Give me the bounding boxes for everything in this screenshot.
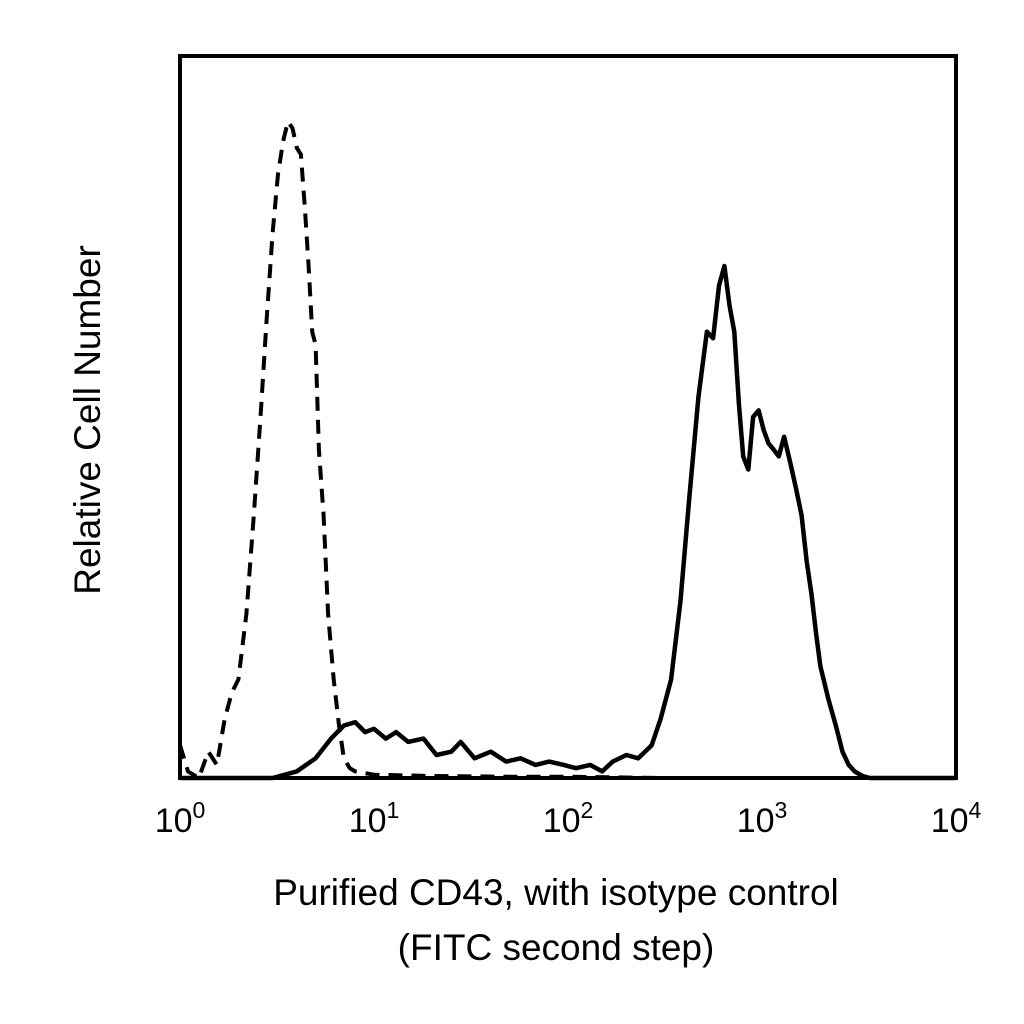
isotype-control-histogram (178, 119, 956, 780)
x-axis-label-line-1: Purified CD43, with isotype control (273, 872, 839, 913)
y-axis-label: Relative Cell Number (67, 245, 108, 595)
x-tick-label: 103 (737, 797, 788, 840)
plot-frame (178, 54, 958, 780)
x-axis-tick-labels: 100 101 102 103 104 (155, 797, 982, 840)
x-tick-label: 104 (931, 797, 982, 840)
x-tick-label: 101 (349, 797, 400, 840)
x-tick-label: 102 (543, 797, 594, 840)
series-layer (178, 119, 956, 781)
cd43-histogram (180, 263, 956, 781)
x-tick-label: 100 (155, 797, 206, 840)
x-axis-label-line-2: (FITC second step) (398, 927, 715, 968)
